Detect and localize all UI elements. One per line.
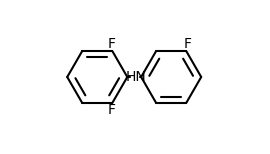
Text: F: F xyxy=(184,37,192,51)
Text: HN: HN xyxy=(125,70,146,84)
Text: F: F xyxy=(107,103,116,117)
Text: F: F xyxy=(107,37,116,51)
